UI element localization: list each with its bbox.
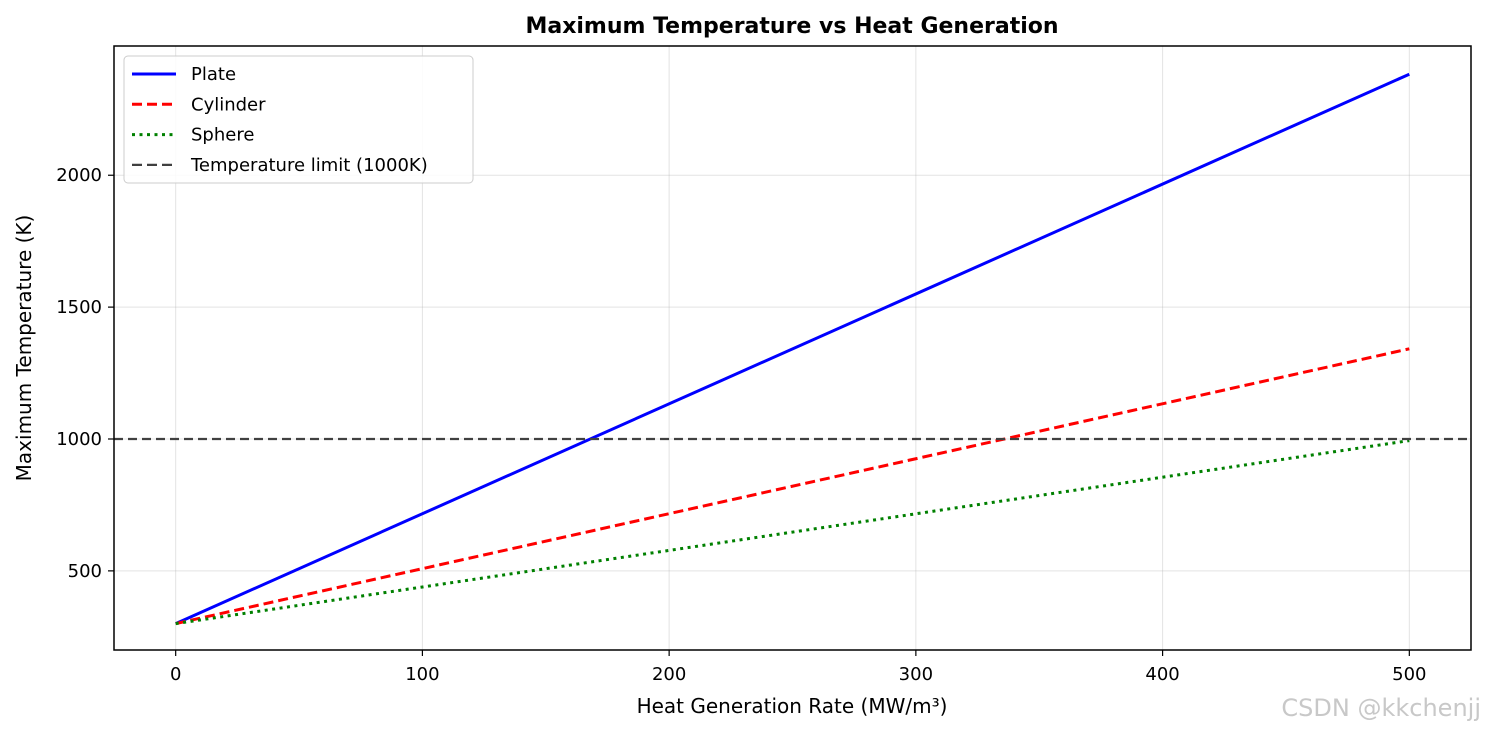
y-tick-label: 1000 [56,429,102,450]
legend-label: Temperature limit (1000K) [190,155,428,176]
x-tick-label: 200 [652,664,686,685]
x-axis-label: Heat Generation Rate (MW/m³) [637,694,948,718]
series-line-plate [175,72,1410,625]
legend-label: Plate [191,64,236,85]
axis-ticks: 0 100 200 300 400 500 500 1000 1500 2000 [56,165,1426,685]
plot-lines [114,72,1471,626]
series-line-cylinder [175,347,1410,626]
y-tick-label: 500 [68,561,102,582]
legend-label: Sphere [191,125,254,146]
x-tick-label: 100 [405,664,439,685]
chart-title: Maximum Temperature vs Heat Generation [525,14,1058,39]
legend-label: Cylinder [191,94,266,115]
series-line-sphere [175,439,1410,626]
plot-frame [113,45,1472,651]
x-tick-label: 300 [899,664,933,685]
legend-box [123,55,474,184]
grid [114,46,1471,650]
legend: Plate Cylinder Sphere Temperature limit (10… [123,55,474,184]
y-tick-label: 2000 [56,165,102,186]
y-tick-label: 1500 [56,297,102,318]
y-axis-label: Maximum Temperature (K) [12,215,36,482]
x-tick-label: 0 [170,664,181,685]
watermark: CSDN @kkchenjj [1281,694,1481,722]
x-tick-label: 400 [1145,664,1179,685]
x-tick-label: 500 [1392,664,1426,685]
